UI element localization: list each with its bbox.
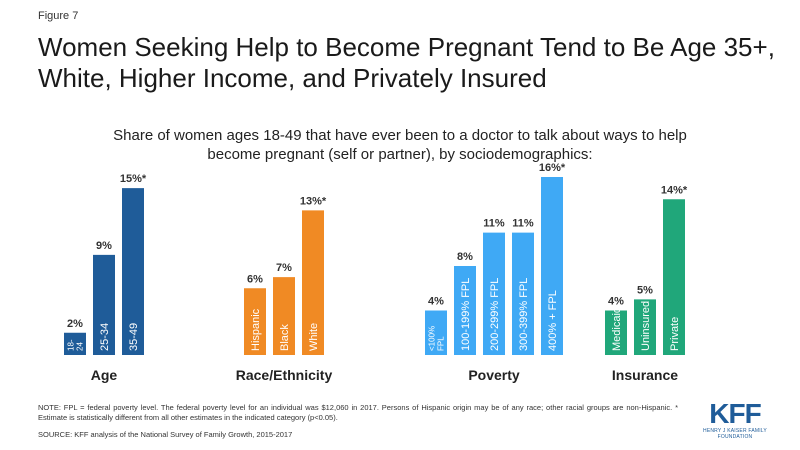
bar-chart: 2% 18-24 9% 25-34 15%* 35-49 Age 6% Hispanic 7% Bl… (64, 162, 688, 383)
group-label: Insurance (612, 367, 678, 383)
bar (663, 199, 685, 355)
bar (273, 277, 295, 355)
bar-label: Black (279, 324, 291, 351)
data-label: 5% (637, 284, 653, 296)
bar-label: 300-399% FPL (518, 278, 530, 351)
bar (454, 266, 476, 355)
data-label: 13%* (300, 195, 327, 207)
data-label: 11% (483, 218, 505, 230)
chart-source: SOURCE: KFF analysis of the National Sur… (38, 430, 293, 439)
group-label: Poverty (468, 367, 520, 383)
bar (64, 332, 86, 355)
data-label: 6% (247, 273, 263, 285)
bar-label: Private (669, 317, 681, 351)
bar (302, 210, 324, 355)
bar-label: 18-24 (66, 339, 84, 351)
chart-note: NOTE: FPL = federal poverty level. The f… (38, 403, 678, 422)
data-label: 2% (67, 318, 83, 330)
bar (244, 288, 266, 355)
bar (425, 310, 447, 355)
data-label: 16%* (539, 162, 566, 174)
bar-label: Medicaid (611, 307, 623, 351)
figure-label: Figure 7 (38, 10, 79, 22)
logo-subtext: HENRY J KAISER FAMILY FOUNDATION (703, 428, 767, 440)
group-label: Race/Ethnicity (236, 367, 333, 383)
data-label: 11% (512, 218, 534, 230)
bar-label: <100%FPL (427, 326, 445, 351)
bar (512, 232, 534, 355)
bar-label: Hispanic (250, 308, 262, 351)
bar-label: 200-299% FPL (489, 278, 501, 351)
data-label: 4% (608, 296, 624, 308)
data-label: 15%* (120, 173, 147, 185)
data-label: 7% (276, 262, 292, 274)
data-label: 8% (457, 251, 473, 263)
bar (122, 188, 144, 355)
group-label: Age (91, 367, 118, 383)
bar (605, 310, 627, 355)
bar-label: 25-34 (99, 323, 111, 351)
bar (93, 254, 115, 355)
bar-label: White (308, 323, 320, 351)
bar (483, 232, 505, 355)
chart-subtitle: Share of women ages 18-49 that have ever… (113, 127, 687, 163)
kff-logo: KFF HENRY J KAISER FAMILY FOUNDATION (700, 398, 770, 441)
bar (541, 177, 563, 355)
chart-title: Women Seeking Help to Become Pregnant Te… (38, 32, 775, 93)
bar-label: Uninsured (640, 301, 652, 351)
logo-mark: KFF (709, 398, 761, 429)
data-label: 14%* (661, 184, 688, 196)
bar (634, 299, 656, 355)
data-label: 9% (96, 240, 112, 252)
bar-label: 400% + FPL (547, 290, 559, 351)
data-label: 4% (428, 296, 444, 308)
bar-label: 100-199% FPL (460, 278, 472, 351)
bar-label: 35-49 (128, 323, 140, 351)
